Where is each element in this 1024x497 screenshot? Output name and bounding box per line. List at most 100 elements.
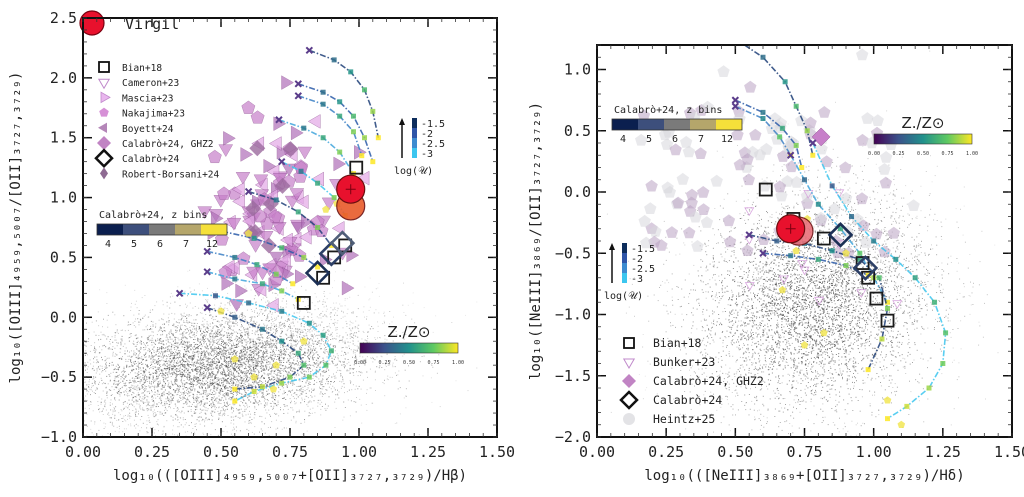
background-point bbox=[279, 375, 281, 377]
background-point bbox=[227, 394, 229, 396]
background-point bbox=[291, 350, 293, 352]
background-point bbox=[199, 345, 201, 347]
background-point bbox=[268, 377, 269, 379]
background-point bbox=[257, 338, 259, 340]
background-point bbox=[163, 348, 165, 350]
background-point bbox=[225, 399, 227, 401]
background-point bbox=[262, 352, 264, 354]
background-point bbox=[191, 331, 193, 333]
background-point bbox=[144, 344, 146, 346]
background-point bbox=[229, 370, 230, 372]
background-point bbox=[355, 356, 356, 358]
background-point bbox=[114, 369, 116, 370]
background-point bbox=[355, 357, 357, 359]
background-point bbox=[211, 350, 213, 352]
background-point bbox=[325, 337, 327, 339]
background-point bbox=[350, 382, 352, 384]
background-point bbox=[276, 376, 278, 378]
background-point bbox=[158, 342, 160, 344]
background-point bbox=[281, 365, 283, 367]
background-point bbox=[216, 325, 217, 327]
background-point bbox=[143, 371, 145, 373]
background-point bbox=[260, 360, 262, 362]
background-point bbox=[151, 396, 152, 398]
background-point bbox=[214, 408, 216, 410]
background-point bbox=[355, 349, 356, 351]
background-point bbox=[212, 397, 214, 399]
background-point bbox=[384, 369, 386, 371]
background-point bbox=[159, 347, 161, 349]
background-point bbox=[148, 349, 150, 350]
background-point bbox=[232, 312, 234, 314]
background-point bbox=[261, 421, 263, 423]
background-point bbox=[253, 413, 255, 415]
background-point bbox=[253, 396, 255, 398]
background-point bbox=[95, 320, 97, 322]
background-point bbox=[254, 344, 256, 346]
background-point bbox=[353, 364, 355, 366]
background-point bbox=[191, 322, 192, 324]
background-point bbox=[99, 408, 101, 409]
background-point bbox=[255, 348, 257, 350]
background-point bbox=[187, 393, 189, 395]
background-point bbox=[119, 358, 120, 360]
background-point bbox=[83, 344, 85, 346]
background-point bbox=[182, 364, 184, 365]
background-point bbox=[267, 331, 269, 333]
background-point bbox=[211, 392, 213, 394]
background-point bbox=[277, 330, 278, 331]
background-point bbox=[232, 322, 234, 324]
background-point bbox=[194, 339, 196, 340]
background-point bbox=[208, 334, 210, 336]
background-point bbox=[187, 342, 189, 344]
background-point bbox=[149, 422, 151, 423]
background-point bbox=[172, 333, 174, 335]
background-point bbox=[162, 353, 164, 354]
background-point bbox=[309, 400, 311, 402]
background-point bbox=[334, 346, 336, 348]
background-point bbox=[139, 396, 141, 398]
background-point bbox=[315, 352, 317, 354]
background-point bbox=[306, 430, 308, 432]
background-point bbox=[340, 318, 342, 319]
background-point bbox=[107, 383, 109, 385]
background-point bbox=[115, 365, 117, 367]
background-point bbox=[140, 340, 142, 342]
background-point bbox=[287, 328, 289, 330]
background-point bbox=[165, 339, 167, 341]
background-point bbox=[153, 352, 155, 353]
background-point bbox=[292, 350, 294, 352]
background-point bbox=[294, 401, 295, 403]
background-point bbox=[161, 433, 163, 435]
background-point bbox=[251, 373, 253, 374]
background-point bbox=[119, 388, 121, 390]
background-point bbox=[283, 353, 284, 355]
background-point bbox=[235, 426, 237, 428]
background-point bbox=[105, 365, 107, 367]
background-point bbox=[127, 407, 129, 409]
background-point bbox=[198, 356, 199, 358]
background-point bbox=[122, 380, 124, 382]
background-point bbox=[194, 336, 196, 338]
background-point bbox=[317, 308, 319, 310]
background-point bbox=[349, 372, 351, 374]
background-point bbox=[325, 409, 327, 411]
background-point bbox=[194, 431, 195, 433]
background-point bbox=[244, 316, 246, 318]
background-point bbox=[313, 375, 315, 377]
background-point bbox=[218, 341, 220, 343]
background-point bbox=[182, 332, 184, 334]
background-point bbox=[137, 374, 139, 376]
background-point bbox=[159, 382, 161, 384]
background-point bbox=[304, 335, 306, 337]
background-point bbox=[213, 396, 215, 398]
background-point bbox=[253, 340, 255, 342]
background-point bbox=[219, 399, 221, 400]
background-point bbox=[292, 339, 294, 341]
background-point bbox=[114, 334, 116, 336]
background-point bbox=[261, 396, 263, 398]
background-point bbox=[213, 309, 215, 311]
background-point bbox=[326, 338, 328, 339]
background-point bbox=[249, 358, 251, 360]
background-point bbox=[177, 322, 179, 323]
